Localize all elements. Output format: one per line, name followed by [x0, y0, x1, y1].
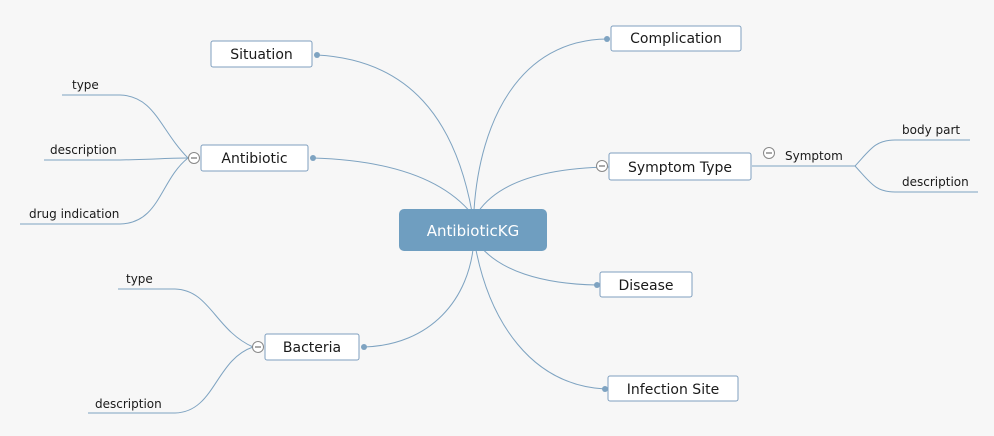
connector-disease	[479, 245, 598, 286]
dot-antibiotic	[310, 155, 316, 161]
topic-infection-site-label: Infection Site	[627, 382, 719, 398]
central-topic-label: AntibioticKG	[427, 222, 519, 240]
central-topic[interactable]: AntibioticKG	[399, 209, 547, 251]
subtopic-antibiotic-drug-indication[interactable]: drug indication	[29, 207, 119, 221]
collapse-toggle-symptom[interactable]	[763, 147, 775, 159]
subtopic-bacteria-type[interactable]: type	[126, 272, 153, 286]
connector-antibiotic	[312, 157, 473, 215]
dot-infection-site	[602, 386, 608, 392]
connector-complication	[473, 38, 608, 211]
connector-antibiotic-type	[62, 94, 189, 159]
connector-situation	[316, 54, 473, 213]
dot-situation	[314, 52, 320, 58]
topic-antibiotic-label: Antibiotic	[221, 151, 287, 167]
connector-bacteria-type	[118, 288, 254, 348]
collapse-toggle-antibiotic[interactable]	[188, 152, 200, 164]
subtopic-antibiotic-type[interactable]: type	[72, 78, 99, 92]
topic-disease-label: Disease	[618, 278, 673, 294]
connector-antibiotic-drug-indication	[20, 157, 189, 225]
subtopic-symptom-body-part[interactable]: body part	[902, 123, 960, 137]
topic-complication[interactable]: Complication	[610, 25, 742, 52]
collapse-toggle-symptom-type[interactable]	[596, 160, 608, 172]
dot-complication	[604, 36, 610, 42]
connectors	[20, 38, 978, 414]
topic-antibiotic[interactable]: Antibiotic	[200, 144, 309, 172]
connector-bacteria-description	[88, 346, 254, 414]
topic-infection-site[interactable]: Infection Site	[607, 375, 739, 402]
dot-disease	[594, 282, 600, 288]
topic-situation-label: Situation	[230, 47, 293, 63]
connector-symptom-body-part	[775, 139, 970, 167]
connector-symptom-type	[477, 166, 610, 213]
connector-infection-site	[475, 249, 606, 390]
subtopic-bacteria-description[interactable]: description	[95, 397, 162, 411]
topic-bacteria-label: Bacteria	[283, 340, 341, 356]
attachment-dots	[310, 36, 610, 392]
topic-disease[interactable]: Disease	[599, 271, 693, 298]
subtopic-symptom-description[interactable]: description	[902, 175, 969, 189]
topic-bacteria[interactable]: Bacteria	[264, 333, 360, 361]
topic-symptom-type[interactable]: Symptom Type	[608, 152, 752, 181]
topic-situation[interactable]: Situation	[210, 40, 313, 68]
connector-antibiotic-description	[44, 157, 189, 161]
topic-symptom-type-label: Symptom Type	[628, 160, 732, 176]
connector-bacteria	[363, 239, 475, 348]
dot-bacteria	[361, 344, 367, 350]
connector-symptom-description	[854, 165, 978, 193]
topic-complication-label: Complication	[630, 31, 722, 47]
subtopic-symptom[interactable]: Symptom	[785, 149, 843, 163]
collapse-toggle-bacteria[interactable]	[252, 341, 264, 353]
subtopic-antibiotic-description[interactable]: description	[50, 143, 117, 157]
